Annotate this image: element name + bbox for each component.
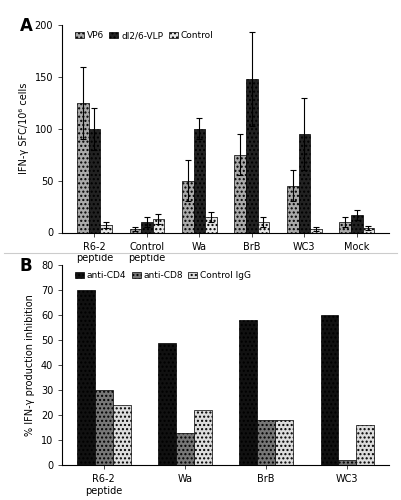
Bar: [298, 134, 310, 232]
Y-axis label: % IFN-γ production inhibition: % IFN-γ production inhibition: [25, 294, 35, 436]
Bar: [100, 225, 111, 232]
Bar: [176, 432, 194, 465]
Bar: [351, 215, 363, 232]
Bar: [257, 222, 269, 232]
Bar: [310, 230, 322, 232]
Bar: [194, 410, 212, 465]
Bar: [246, 79, 257, 233]
Bar: [153, 219, 164, 232]
Text: A: A: [20, 16, 32, 34]
Bar: [182, 180, 194, 233]
Bar: [257, 420, 275, 465]
Bar: [113, 405, 131, 465]
Legend: VP6, dl2/6-VLP, Control: VP6, dl2/6-VLP, Control: [73, 30, 215, 42]
Bar: [239, 320, 257, 465]
X-axis label: Stimulant: Stimulant: [198, 268, 253, 278]
Bar: [194, 128, 205, 232]
Bar: [338, 460, 356, 465]
Bar: [320, 315, 338, 465]
Bar: [275, 420, 293, 465]
Bar: [77, 290, 95, 465]
Bar: [95, 390, 113, 465]
Bar: [205, 217, 217, 232]
Bar: [141, 222, 153, 232]
Bar: [77, 103, 89, 232]
Bar: [363, 228, 374, 232]
Bar: [130, 230, 141, 232]
Bar: [235, 154, 246, 232]
Bar: [89, 128, 100, 232]
Legend: anti-CD4, anti-CD8, Control IgG: anti-CD4, anti-CD8, Control IgG: [73, 270, 253, 282]
Bar: [287, 186, 298, 232]
Bar: [158, 342, 176, 465]
Bar: [356, 425, 374, 465]
Bar: [340, 222, 351, 232]
Y-axis label: IFN-γ SFC/10⁶ cells: IFN-γ SFC/10⁶ cells: [19, 83, 29, 174]
Text: B: B: [20, 257, 32, 275]
